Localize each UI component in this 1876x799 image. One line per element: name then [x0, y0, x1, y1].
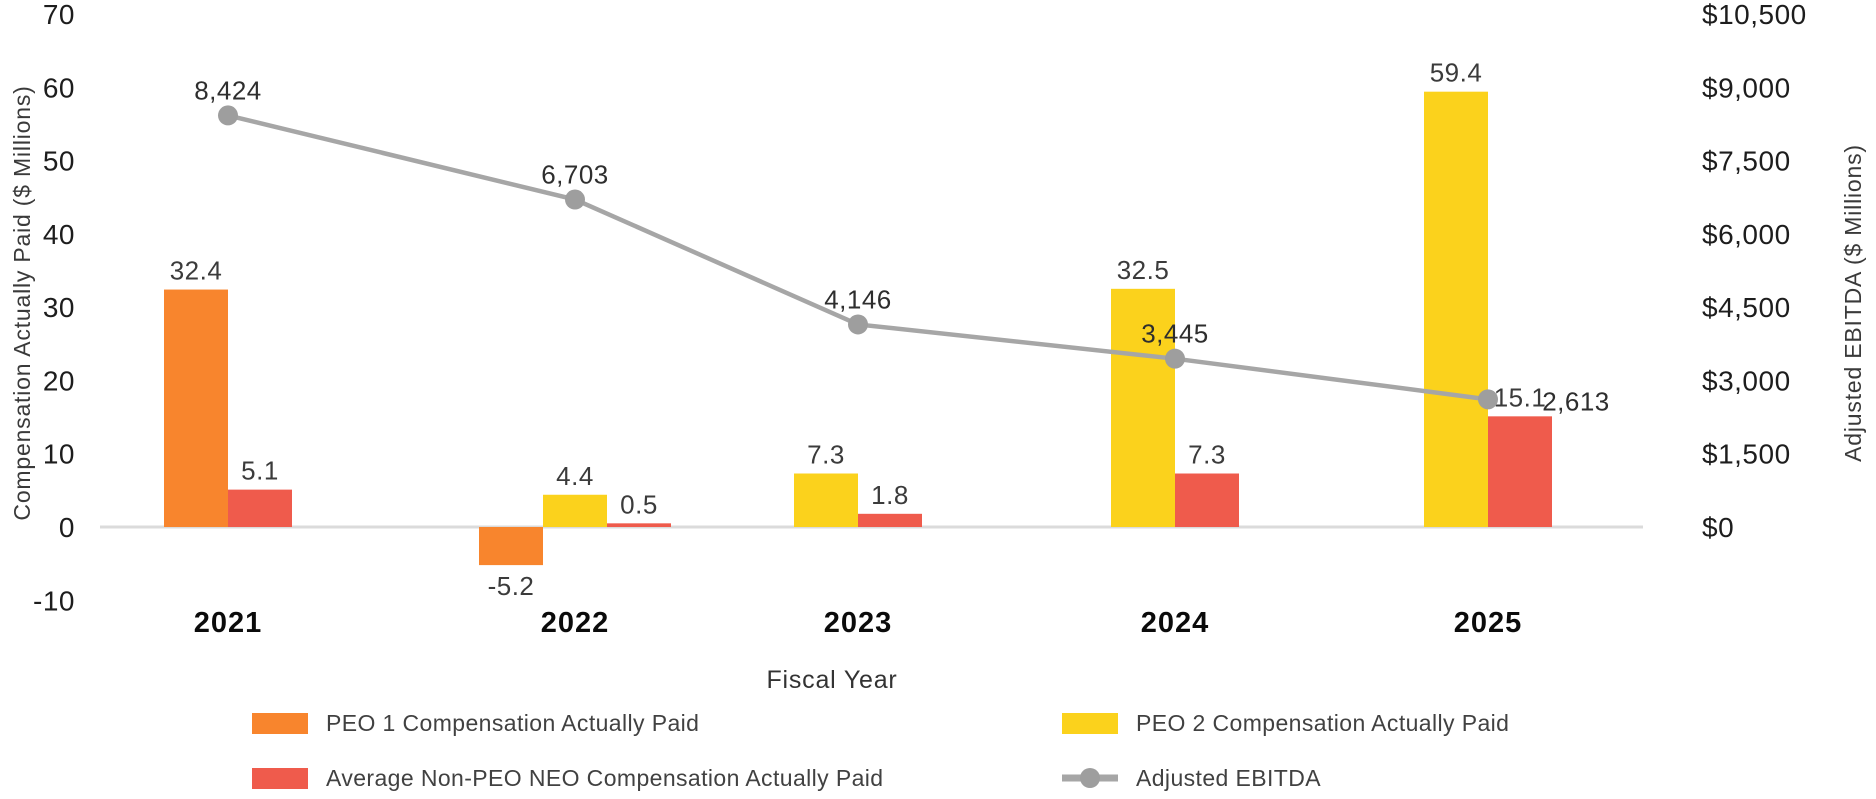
left-axis-tick-10: 10 — [43, 439, 75, 470]
ebitda-line — [227, 113, 1489, 402]
bar-series0-2022[interactable] — [479, 527, 543, 566]
legend-item-peo2[interactable]: PEO 2 Compensation Actually Paid — [1062, 709, 1510, 736]
left-axis-tick-60: 60 — [43, 72, 75, 103]
peo1-swatch-icon — [252, 712, 308, 734]
right-axis-tick-7500: $7,500 — [1702, 146, 1791, 177]
bar-series1-2024[interactable] — [1111, 288, 1175, 527]
ebitda-point-2022[interactable] — [565, 189, 585, 210]
right-axis-ticks-layer: $10,500 $9,000 $7,500 $6,000 $4,500 $3,000 $1,… — [1702, 0, 1807, 543]
bar-value-label-2023: 1.8 — [871, 480, 909, 510]
right-axis-tick-3000: $3,000 — [1702, 365, 1791, 396]
left-axis-tick-70: 70 — [43, 0, 75, 30]
legend-label-adjusted-ebitda: Adjusted EBITDA — [1136, 764, 1321, 791]
left-axis-title: Compensation Actually Paid ($ Millions) — [9, 85, 35, 520]
ebitda-value-label-2021: 8,424 — [194, 75, 262, 105]
bar-value-label-2023: 7.3 — [807, 440, 845, 470]
x-axis-label-2024: 2024 — [1141, 607, 1210, 639]
ebitda-value-label-2025: 2,613 — [1542, 386, 1610, 416]
bar-series2-2023[interactable] — [858, 513, 922, 527]
bar-value-label-2021: 5.1 — [241, 456, 279, 486]
bar-series0-2021[interactable] — [164, 289, 228, 527]
x-axis-labels-layer: 2021 2022 2023 2024 2025 — [194, 607, 1523, 639]
ebitda-value-label-2022: 6,703 — [541, 160, 609, 190]
left-axis-tick-30: 30 — [43, 292, 75, 323]
x-axis-label-2021: 2021 — [194, 607, 263, 639]
bar-value-label-2025: 15.1 — [1494, 382, 1547, 412]
legend-label-non-peo-neo: Average Non-PEO NEO Compensation Actuall… — [326, 764, 884, 791]
bar-value-labels-layer: 32.4 5.1 -5.2 4.4 0.5 7.3 1.8 32.5 7.3 59.4 15.1 — [170, 58, 1547, 601]
bar-value-label-2021: 32.4 — [170, 256, 223, 286]
right-axis-tick-9000: $9,000 — [1702, 72, 1791, 103]
bar-series2-2025[interactable] — [1488, 416, 1552, 527]
bar-series1-2023[interactable] — [794, 473, 858, 527]
bar-value-label-2022: 0.5 — [620, 489, 658, 519]
x-axis-label-2022: 2022 — [541, 607, 610, 639]
left-axis-tick-0: 0 — [59, 512, 75, 543]
legend-item-peo1[interactable]: PEO 1 Compensation Actually Paid — [252, 709, 883, 736]
right-axis-tick-0: $0 — [1702, 512, 1734, 543]
left-axis-tick-40: 40 — [43, 219, 75, 250]
peo2-swatch-icon — [1062, 712, 1118, 734]
left-axis-tick-20: 20 — [43, 365, 75, 396]
left-axis-tick--10: -10 — [33, 585, 75, 616]
legend-label-peo2: PEO 2 Compensation Actually Paid — [1136, 709, 1510, 736]
bar-value-label-2025: 59.4 — [1430, 58, 1483, 88]
ebitda-value-label-2023: 4,146 — [824, 284, 892, 314]
legend-item-adjusted-ebitda[interactable]: Adjusted EBITDA — [1062, 764, 1509, 791]
ebitda-line-marker-icon — [1062, 767, 1118, 789]
bar-series1-2022[interactable] — [543, 494, 607, 527]
left-axis-tick-50: 50 — [43, 146, 75, 177]
bar-value-label-2024: 7.3 — [1188, 440, 1226, 470]
legend-column-right: PEO 2 Compensation Actually Paid Adjuste… — [1062, 709, 1510, 799]
ebitda-line-layer — [218, 105, 1498, 410]
left-axis-ticks-layer: 70 60 50 40 30 20 10 0 -10 — [33, 0, 75, 616]
bars-layer — [164, 91, 1552, 566]
right-axis-title: Adjusted EBITDA ($ Millions) — [1840, 144, 1866, 462]
bar-value-label-2022: -5.2 — [488, 571, 535, 601]
x-axis-title: Fiscal Year — [766, 666, 897, 694]
ebitda-value-labels-layer: 8,424 6,703 4,146 3,445 2,613 — [194, 75, 1610, 416]
right-axis-tick-6000: $6,000 — [1702, 219, 1791, 250]
ebitda-value-label-2024: 3,445 — [1141, 319, 1209, 349]
right-axis-tick-4500: $4,500 — [1702, 292, 1791, 323]
legend-label-peo1: PEO 1 Compensation Actually Paid — [326, 709, 700, 736]
right-axis-tick-1500: $1,500 — [1702, 439, 1791, 470]
bar-series2-2022[interactable] — [607, 523, 671, 527]
bar-series1-2025[interactable] — [1424, 91, 1488, 528]
right-axis-tick-10500: $10,500 — [1702, 0, 1807, 30]
legend-item-non-peo-neo[interactable]: Average Non-PEO NEO Compensation Actuall… — [252, 764, 884, 791]
non-peo-neo-swatch-icon — [252, 767, 308, 789]
ebitda-point-2023[interactable] — [848, 314, 868, 335]
legend-column-left: PEO 1 Compensation Actually Paid Average… — [252, 709, 884, 799]
bar-value-label-2022: 4.4 — [556, 461, 594, 491]
x-axis-label-2025: 2025 — [1454, 607, 1523, 639]
x-axis-label-2023: 2023 — [824, 607, 893, 639]
bar-series2-2024[interactable] — [1175, 473, 1239, 527]
bar-value-label-2024: 32.5 — [1117, 255, 1170, 285]
ebitda-point-2025[interactable] — [1478, 389, 1498, 410]
bar-series2-2021[interactable] — [228, 489, 292, 527]
ebitda-point-2024[interactable] — [1165, 348, 1185, 369]
ebitda-point-2021[interactable] — [218, 105, 238, 126]
